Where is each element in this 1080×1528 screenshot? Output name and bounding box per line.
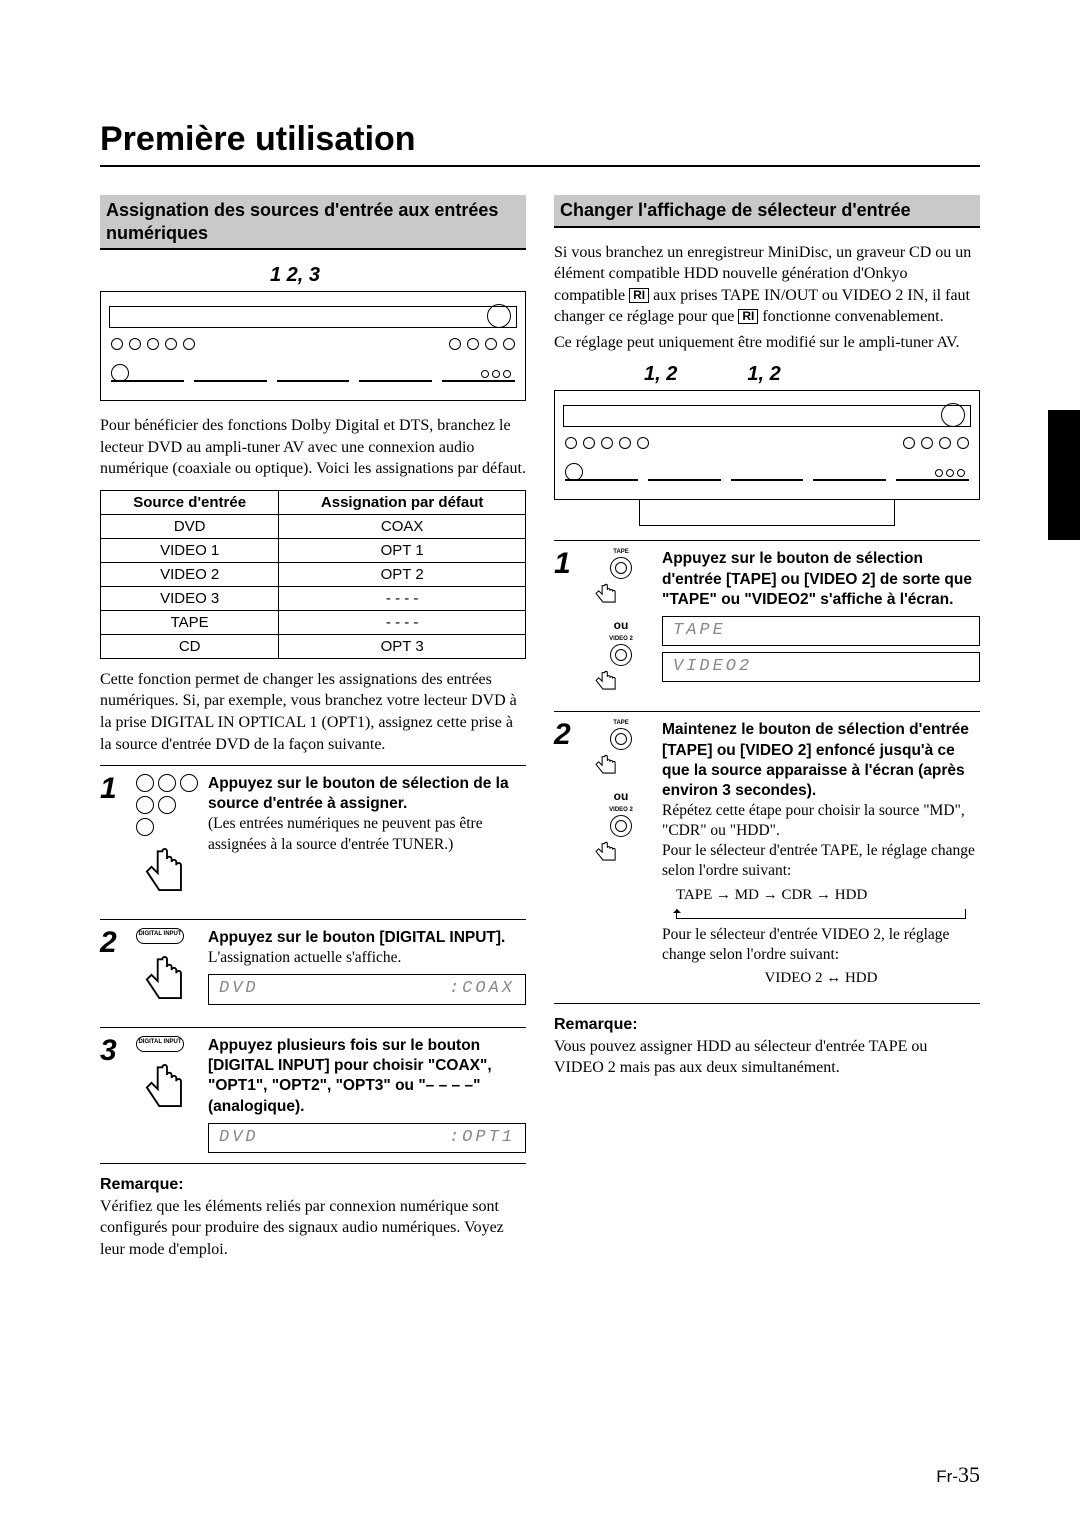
step-number: 3	[100, 1036, 126, 1153]
step-bold: Appuyez sur le bouton de sélection d'ent…	[662, 550, 972, 607]
step-icon-tape-video2: TAPE ou VIDEO 2	[590, 720, 652, 992]
lcd-display: DVD :COAX	[208, 974, 526, 1004]
table-cell: TAPE	[101, 610, 279, 634]
hand-icon	[590, 583, 625, 609]
side-tab	[1048, 410, 1080, 540]
receiver-diagram	[100, 291, 526, 401]
table-header: Assignation par défaut	[279, 490, 526, 514]
step-content: Appuyez sur le bouton de sélection d'ent…	[662, 549, 980, 701]
step-bold: Appuyez plusieurs fois sur le bouton [DI…	[208, 1037, 492, 1114]
cycle-sequence: VIDEO 2 ↔ HDD	[662, 969, 980, 989]
step-number: 2	[100, 928, 126, 1017]
left-step-1: 1 Appuyez sur le bouton de sélection de …	[100, 765, 526, 919]
table-cell: VIDEO 2	[101, 562, 279, 586]
step-number: 2	[554, 720, 580, 992]
step-plain: Répétez cette étape pour choisir la sour…	[662, 802, 965, 839]
lcd-display: DVD :OPT1	[208, 1123, 526, 1153]
table-row: TAPE- - - -	[101, 610, 526, 634]
cycle-sequence: TAPE → MD → CDR → HDD	[676, 886, 980, 906]
table-cell: - - - -	[279, 610, 526, 634]
right-diagram-label: 1, 2 1, 2	[554, 363, 980, 386]
table-cell: OPT 2	[279, 562, 526, 586]
lcd-display: TAPE	[662, 616, 980, 646]
hand-icon	[136, 842, 198, 904]
table-cell: OPT 1	[279, 538, 526, 562]
note-body: Vérifiez que les éléments reliés par con…	[100, 1196, 526, 1261]
left-section-title: Assignation des sources d'entrée aux ent…	[100, 195, 526, 250]
step-number: 1	[554, 549, 580, 701]
hand-icon	[590, 754, 625, 780]
step-bold: Maintenez le bouton de sélection d'entré…	[662, 721, 969, 798]
table-row: VIDEO 1OPT 1	[101, 538, 526, 562]
ri-icon: RI	[629, 288, 649, 303]
step-icon-buttons	[136, 774, 198, 909]
left-column: Assignation des sources d'entrée aux ent…	[100, 195, 526, 1271]
table-cell: - - - -	[279, 586, 526, 610]
step-icon-digital-input: DIGITAL INPUT	[136, 1036, 198, 1153]
hand-icon	[590, 841, 625, 867]
table-cell: VIDEO 3	[101, 586, 279, 610]
table-cell: COAX	[279, 514, 526, 538]
step-plain: Pour le sélecteur d'entrée TAPE, le régl…	[662, 842, 975, 879]
table-cell: DVD	[101, 514, 279, 538]
step-icon-tape-video2: TAPE ou VIDEO 2	[590, 549, 652, 701]
right-intro-1: Si vous branchez un enregistreur MiniDis…	[554, 242, 980, 328]
step-bold: Appuyez sur le bouton [DIGITAL INPUT].	[208, 929, 505, 946]
table-row: VIDEO 2OPT 2	[101, 562, 526, 586]
lcd-display: VIDEO2	[662, 652, 980, 682]
left-step-3: 3 DIGITAL INPUT Appuyez plusieurs fois s…	[100, 1027, 526, 1164]
hand-icon	[136, 950, 198, 1012]
right-intro-2: Ce réglage peut uniquement être modifié …	[554, 332, 980, 354]
step-plain: L'assignation actuelle s'affiche.	[208, 949, 401, 966]
step-plain: (Les entrées numériques ne peuvent pas ê…	[208, 815, 483, 852]
note-title: Remarque:	[554, 1016, 980, 1034]
table-row: CDOPT 3	[101, 634, 526, 658]
page-title: Première utilisation	[100, 120, 980, 167]
receiver-diagram	[554, 390, 980, 526]
right-section-title: Changer l'affichage de sélecteur d'entré…	[554, 195, 980, 228]
hand-icon	[590, 670, 625, 696]
step-bold: Appuyez sur le bouton de sélection de la…	[208, 775, 509, 812]
note-body: Vous pouvez assigner HDD au sélecteur d'…	[554, 1036, 980, 1079]
step-icon-digital-input: DIGITAL INPUT	[136, 928, 198, 1017]
cycle-arrow-icon	[676, 909, 966, 919]
note-title: Remarque:	[100, 1176, 526, 1194]
table-row: DVDCOAX	[101, 514, 526, 538]
table-header: Source d'entrée	[101, 490, 279, 514]
table-cell: OPT 3	[279, 634, 526, 658]
left-diagram-label: 1 2, 3	[100, 264, 526, 287]
table-cell: VIDEO 1	[101, 538, 279, 562]
table-cell: CD	[101, 634, 279, 658]
right-step-2: 2 TAPE ou VIDEO 2 Maintenez le bouton de…	[554, 711, 980, 1003]
right-step-1: 1 TAPE ou VIDEO 2 Appuyez sur le bouton …	[554, 540, 980, 711]
two-columns: Assignation des sources d'entrée aux ent…	[100, 195, 980, 1271]
page-number: Fr-35	[936, 1462, 980, 1488]
step-number: 1	[100, 774, 126, 909]
step-content: Appuyez sur le bouton [DIGITAL INPUT]. L…	[208, 928, 526, 1017]
ri-icon: RI	[738, 309, 758, 324]
hand-icon	[136, 1058, 198, 1120]
left-intro-2: Cette fonction permet de changer les ass…	[100, 669, 526, 755]
step-content: Appuyez plusieurs fois sur le bouton [DI…	[208, 1036, 526, 1153]
right-column: Changer l'affichage de sélecteur d'entré…	[554, 195, 980, 1271]
left-step-2: 2 DIGITAL INPUT Appuyez sur le bouton [D…	[100, 919, 526, 1027]
left-intro-1: Pour bénéficier des fonctions Dolby Digi…	[100, 415, 526, 480]
step-plain: Pour le sélecteur d'entrée VIDEO 2, le r…	[662, 926, 949, 963]
step-content: Appuyez sur le bouton de sélection de la…	[208, 774, 526, 909]
assignment-table: Source d'entrée Assignation par défaut D…	[100, 490, 526, 659]
step-content: Maintenez le bouton de sélection d'entré…	[662, 720, 980, 992]
table-row: VIDEO 3- - - -	[101, 586, 526, 610]
